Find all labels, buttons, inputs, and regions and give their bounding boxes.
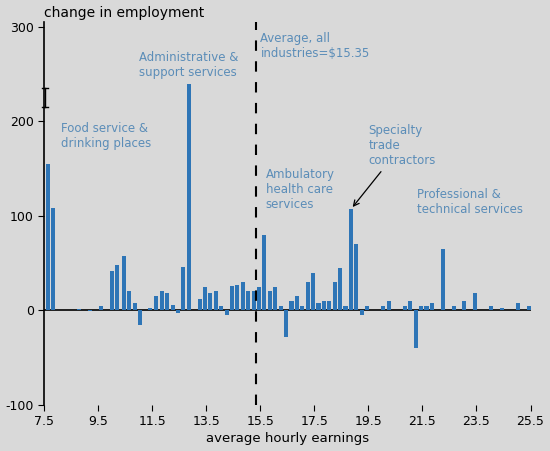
Bar: [214, 291, 218, 310]
Bar: [187, 83, 191, 310]
Bar: [116, 265, 119, 310]
Bar: [224, 310, 229, 315]
Bar: [306, 282, 310, 310]
Bar: [365, 306, 369, 310]
Bar: [128, 291, 131, 310]
Bar: [197, 299, 202, 310]
Bar: [349, 209, 353, 310]
Text: Specialty
trade
contractors: Specialty trade contractors: [354, 124, 436, 206]
Bar: [295, 296, 299, 310]
Bar: [262, 235, 267, 310]
Bar: [527, 306, 531, 310]
Bar: [316, 303, 321, 310]
Bar: [419, 306, 423, 310]
Bar: [203, 287, 207, 310]
Text: Food service &
drinking places: Food service & drinking places: [60, 122, 151, 150]
Bar: [241, 282, 245, 310]
Bar: [452, 306, 455, 310]
Bar: [387, 301, 390, 310]
Bar: [257, 287, 261, 310]
Bar: [160, 291, 164, 310]
Bar: [182, 267, 185, 310]
Bar: [516, 303, 520, 310]
Bar: [360, 310, 364, 315]
Bar: [327, 301, 331, 310]
Bar: [338, 268, 342, 310]
Bar: [300, 306, 304, 310]
Bar: [430, 303, 434, 310]
Bar: [252, 291, 256, 310]
Bar: [268, 291, 272, 310]
Bar: [311, 272, 315, 310]
Bar: [99, 306, 103, 310]
Bar: [219, 306, 223, 310]
Bar: [138, 310, 142, 326]
Bar: [246, 291, 250, 310]
Text: change in employment: change in employment: [45, 5, 205, 19]
Bar: [463, 301, 466, 310]
Bar: [403, 306, 407, 310]
Bar: [273, 287, 277, 310]
Bar: [133, 303, 137, 310]
Bar: [425, 306, 428, 310]
Text: Ambulatory
health care
services: Ambulatory health care services: [266, 168, 335, 211]
Bar: [176, 310, 180, 313]
Bar: [165, 293, 169, 310]
Text: Average, all
industries=$15.35: Average, all industries=$15.35: [260, 32, 370, 60]
Bar: [122, 257, 126, 310]
Bar: [333, 282, 337, 310]
Bar: [381, 306, 386, 310]
Bar: [170, 305, 175, 310]
Bar: [441, 249, 445, 310]
Bar: [88, 310, 92, 311]
Bar: [110, 271, 114, 310]
Bar: [155, 296, 158, 310]
Bar: [408, 301, 412, 310]
Text: Administrative &
support services: Administrative & support services: [139, 51, 238, 79]
Bar: [289, 301, 294, 310]
Bar: [78, 309, 81, 310]
Bar: [322, 301, 326, 310]
Bar: [284, 310, 288, 337]
Bar: [230, 286, 234, 310]
Text: Professional &
technical services: Professional & technical services: [417, 188, 523, 216]
Bar: [354, 244, 359, 310]
Bar: [279, 306, 283, 310]
Bar: [473, 293, 477, 310]
Bar: [500, 308, 504, 310]
Bar: [46, 164, 50, 310]
Bar: [147, 308, 152, 310]
Bar: [235, 285, 239, 310]
Bar: [343, 306, 348, 310]
Bar: [414, 310, 418, 348]
X-axis label: average hourly earnings: average hourly earnings: [206, 433, 369, 446]
Bar: [51, 208, 55, 310]
Bar: [208, 293, 212, 310]
Bar: [490, 306, 493, 310]
